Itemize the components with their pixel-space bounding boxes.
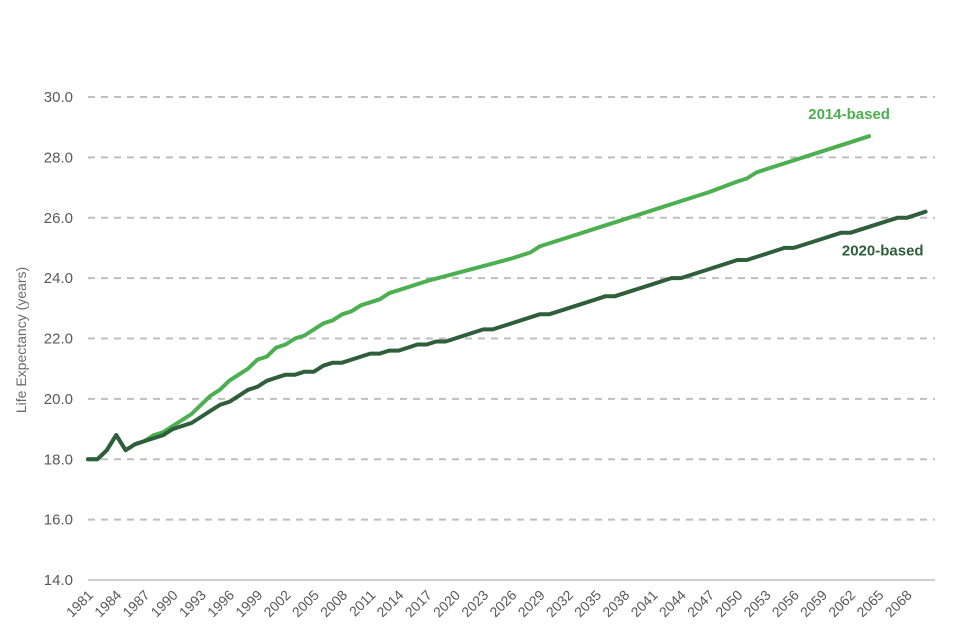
y-tick-label: 20.0 [44,391,73,408]
x-tick-label: 2053 [740,587,773,620]
x-tick-label: 2062 [825,587,858,620]
x-tick-label: 1981 [63,587,96,620]
x-tick-label: 2068 [882,587,915,620]
y-tick-label: 28.0 [44,149,73,166]
y-axis-title: Life Expectancy (years) [13,267,29,413]
x-tick-label: 2020 [430,587,463,620]
x-tick-label: 2044 [656,587,689,620]
y-tick-label: 26.0 [44,210,73,227]
x-tick-label: 2017 [402,587,435,620]
x-tick-label: 2059 [797,587,830,620]
x-tick-label: 1999 [232,587,265,620]
y-tick-label: 18.0 [44,451,73,468]
series-labels: 2014-based 2020-based [808,106,923,259]
x-tick-label: 2008 [317,587,350,620]
y-tick-label: 14.0 [44,572,73,589]
x-tick-label: 1984 [91,587,124,620]
series-line-2014-based [86,134,872,462]
y-tick-label: 16.0 [44,512,73,529]
gridlines [88,96,935,521]
series-line-2020-based [86,209,928,462]
y-tick-label: 24.0 [44,270,73,287]
x-tick-label: 2026 [486,587,519,620]
y-tick-label: 30.0 [44,89,73,106]
x-tick-label: 2035 [571,587,604,620]
series-label: 2020-based [842,243,924,260]
x-tick-label: 2011 [346,587,379,620]
x-tick-label: 1987 [119,587,152,620]
x-tick-label: 1990 [147,587,180,620]
x-tick-label: 1996 [204,587,237,620]
x-tick-label: 2032 [543,587,576,620]
x-tick-label: 2029 [515,587,548,620]
x-tick-label: 2065 [853,587,886,620]
x-tick-label: 2023 [458,587,491,620]
x-tick-label: 2050 [712,587,745,620]
x-tick-label: 2056 [769,587,802,620]
x-axis-ticks: 1981198419871990199319961999200220052008… [63,587,915,620]
y-tick-label: 22.0 [44,331,73,348]
x-tick-label: 2002 [260,587,293,620]
x-tick-label: 2014 [373,587,406,620]
y-axis-ticks: 14.0 16.0 18.0 20.0 22.0 24.0 26.0 28.0 30.0 [44,89,73,589]
x-tick-label: 2038 [599,587,632,620]
series-lines [86,134,928,462]
x-tick-label: 2005 [289,587,322,620]
x-tick-label: 2047 [684,587,717,620]
series-label: 2014-based [808,106,890,123]
x-tick-label: 1993 [176,587,209,620]
x-tick-label: 2041 [627,587,660,620]
